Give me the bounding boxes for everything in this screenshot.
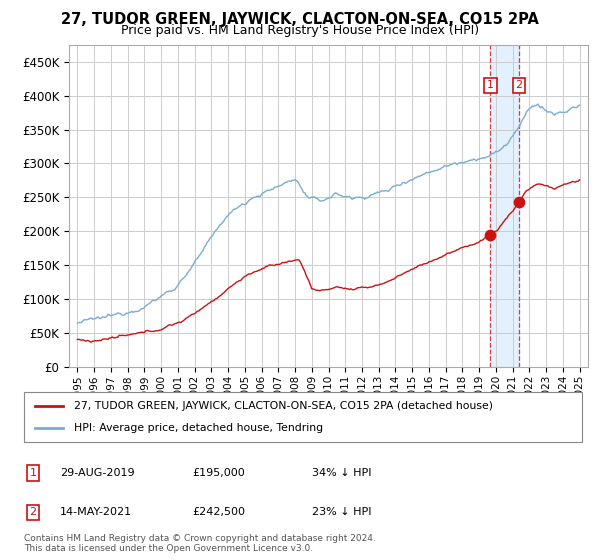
Text: 34% ↓ HPI: 34% ↓ HPI [312,468,371,478]
Point [514,198,524,207]
Text: £242,500: £242,500 [192,507,245,517]
Text: 2: 2 [515,81,523,91]
Text: 2: 2 [29,507,37,517]
Text: £195,000: £195,000 [192,468,245,478]
Text: 23% ↓ HPI: 23% ↓ HPI [312,507,371,517]
Bar [490,45,519,367]
Text: Contains HM Land Registry data © Crown copyright and database right 2024.
This d: Contains HM Land Registry data © Crown c… [24,534,376,553]
Text: 27, TUDOR GREEN, JAYWICK, CLACTON-ON-SEA, CO15 2PA (detached house): 27, TUDOR GREEN, JAYWICK, CLACTON-ON-SEA… [74,401,493,411]
Text: Price paid vs. HM Land Registry's House Price Index (HPI): Price paid vs. HM Land Registry's House … [121,24,479,36]
Text: 1: 1 [29,468,37,478]
Text: 29-AUG-2019: 29-AUG-2019 [60,468,134,478]
Text: HPI: Average price, detached house, Tendring: HPI: Average price, detached house, Tend… [74,423,323,433]
FancyBboxPatch shape [24,392,582,442]
Point [485,230,495,239]
Text: 27, TUDOR GREEN, JAYWICK, CLACTON-ON-SEA, CO15 2PA: 27, TUDOR GREEN, JAYWICK, CLACTON-ON-SEA… [61,12,539,27]
Text: 14-MAY-2021: 14-MAY-2021 [60,507,132,517]
Text: 1: 1 [487,81,494,91]
